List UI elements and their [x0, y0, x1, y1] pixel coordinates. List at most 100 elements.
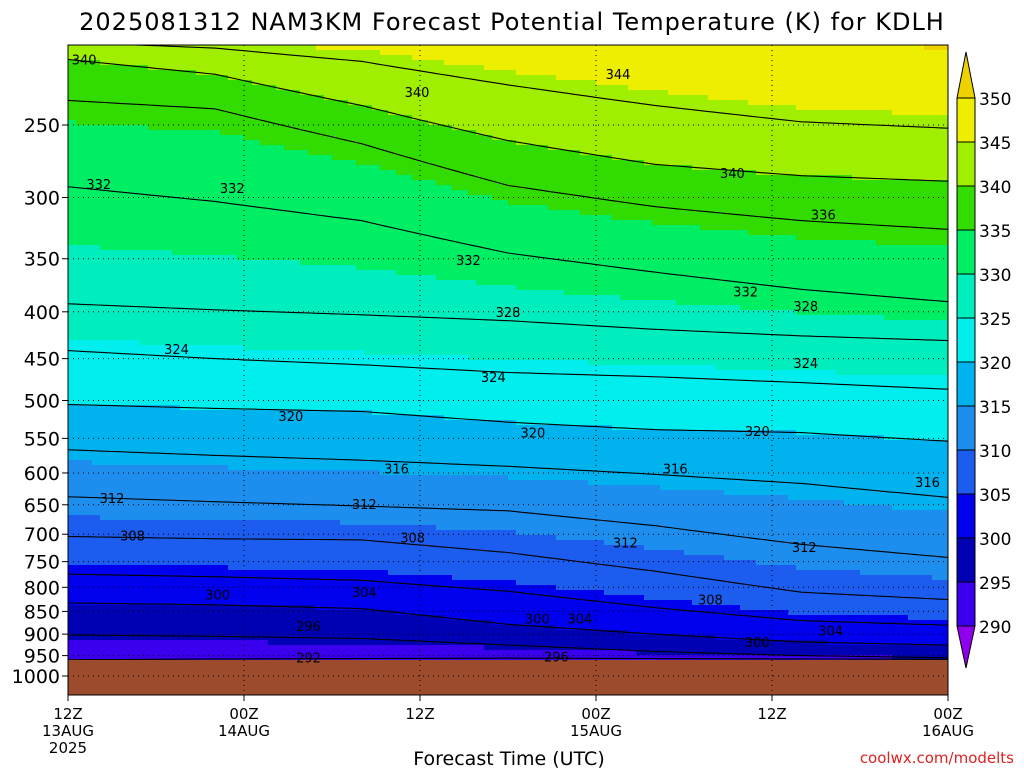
theta-cell: [260, 525, 269, 531]
theta-cell: [252, 320, 261, 326]
theta-cell: [100, 155, 109, 161]
theta-cell: [364, 390, 373, 396]
theta-cell: [300, 435, 309, 441]
theta-cell: [340, 50, 349, 56]
theta-cell: [348, 400, 357, 406]
theta-cell: [220, 285, 229, 291]
theta-cell: [348, 480, 357, 486]
theta-cell: [196, 590, 205, 596]
theta-cell: [228, 150, 237, 156]
theta-cell: [204, 555, 213, 561]
theta-cell: [260, 65, 269, 71]
theta-cell: [148, 540, 157, 546]
theta-cell: [236, 435, 245, 441]
theta-cell: [140, 570, 149, 576]
theta-cell: [276, 640, 285, 646]
theta-cell: [196, 235, 205, 241]
theta-cell: [188, 125, 197, 131]
theta-cell: [180, 415, 189, 421]
theta-cell: [372, 260, 381, 266]
theta-cell: [260, 425, 269, 431]
theta-cell: [148, 130, 157, 136]
theta-cell: [148, 325, 157, 331]
theta-cell: [364, 320, 373, 326]
theta-cell: [236, 150, 245, 156]
theta-cell: [172, 160, 181, 166]
theta-cell: [116, 375, 125, 381]
theta-cell: [348, 45, 357, 51]
theta-cell: [324, 625, 333, 631]
theta-cell: [140, 370, 149, 376]
theta-cell: [212, 505, 221, 511]
theta-cell: [148, 145, 157, 151]
theta-cell: [276, 75, 285, 81]
theta-cell: [180, 375, 189, 381]
theta-cell: [124, 145, 133, 151]
theta-cell: [300, 60, 309, 66]
theta-cell: [356, 425, 365, 431]
theta-cell: [236, 295, 245, 301]
theta-cell: [292, 515, 301, 521]
theta-cell: [204, 135, 213, 141]
theta-cell: [228, 95, 237, 101]
theta-cell: [244, 365, 253, 371]
theta-cell: [132, 580, 141, 586]
theta-cell: [76, 535, 85, 541]
theta-cell: [156, 125, 165, 131]
theta-cell: [300, 565, 309, 571]
theta-cell: [140, 310, 149, 316]
theta-cell: [116, 460, 125, 466]
theta-cell: [148, 250, 157, 256]
theta-cell: [116, 300, 125, 306]
theta-cell: [364, 280, 373, 286]
theta-cell: [276, 285, 285, 291]
theta-cell: [116, 250, 125, 256]
theta-cell: [76, 485, 85, 491]
theta-cell: [300, 370, 309, 376]
theta-cell: [316, 145, 325, 151]
theta-cell: [180, 310, 189, 316]
theta-cell: [364, 270, 373, 276]
theta-cell: [268, 170, 277, 176]
theta-cell: [340, 620, 349, 626]
theta-cell: [204, 560, 213, 566]
theta-cell: [308, 505, 317, 511]
theta-cell: [260, 210, 269, 216]
theta-cell: [100, 380, 109, 386]
theta-cell: [364, 545, 373, 551]
theta-cell: [356, 620, 365, 626]
theta-cell: [372, 45, 381, 51]
theta-cell: [172, 425, 181, 431]
theta-cell: [260, 410, 269, 416]
theta-cell: [276, 380, 285, 386]
theta-cell: [204, 285, 213, 291]
theta-cell: [140, 380, 149, 386]
theta-cell: [292, 230, 301, 236]
theta-cell: [156, 150, 165, 156]
theta-cell: [196, 155, 205, 161]
theta-cell: [204, 300, 213, 306]
theta-cell: [348, 375, 357, 381]
theta-cell: [204, 75, 213, 81]
theta-cell: [276, 565, 285, 571]
theta-cell: [212, 280, 221, 286]
theta-cell: [180, 510, 189, 516]
theta-cell: [100, 140, 109, 146]
theta-cell: [132, 220, 141, 226]
theta-cell: [76, 385, 85, 391]
theta-cell: [244, 95, 253, 101]
theta-cell: [116, 200, 125, 206]
theta-cell: [68, 480, 77, 486]
theta-cell: [140, 440, 149, 446]
theta-cell: [100, 435, 109, 441]
theta-cell: [252, 600, 261, 606]
theta-cell: [204, 515, 213, 521]
theta-cell: [356, 320, 365, 326]
theta-cell: [276, 350, 285, 356]
theta-cell: [92, 280, 101, 286]
theta-cell: [364, 300, 373, 306]
theta-cell: [212, 300, 221, 306]
theta-cell: [364, 625, 373, 631]
theta-cell: [84, 475, 93, 481]
theta-cell: [348, 325, 357, 331]
